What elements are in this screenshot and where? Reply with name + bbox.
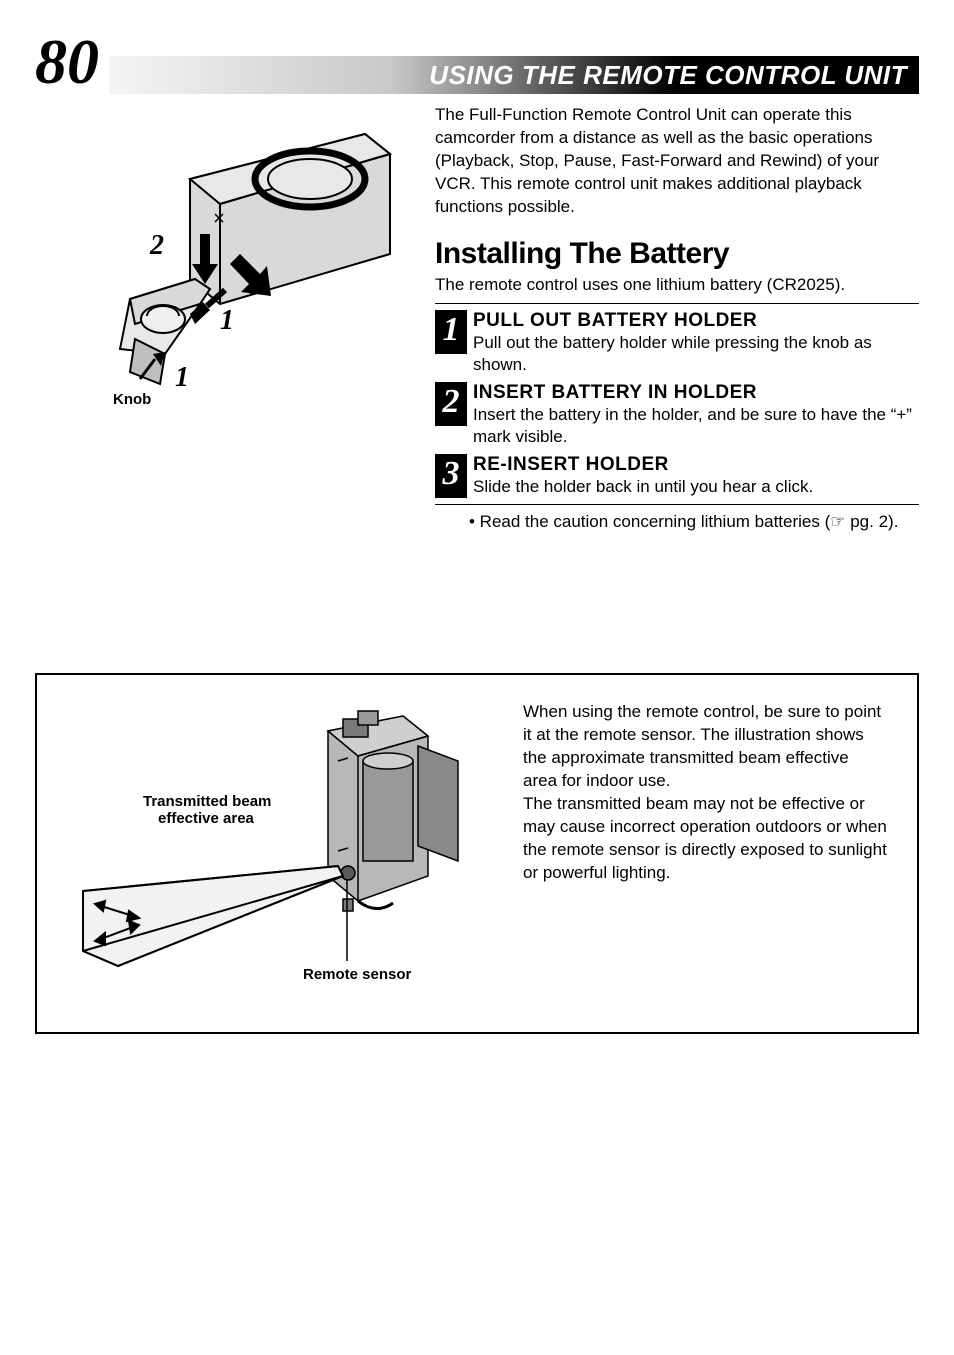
- diagram-num-1a: 1: [220, 305, 234, 336]
- beam-label-1: Transmitted beam: [143, 793, 271, 810]
- step-3-text: Slide the holder back in until you hear …: [473, 476, 919, 498]
- section-subtext: The remote control uses one lithium batt…: [435, 275, 919, 295]
- page-title: USING THE REMOTE CONTROL UNIT: [429, 60, 907, 91]
- step-3-number: 3: [435, 454, 467, 498]
- title-bar: USING THE REMOTE CONTROL UNIT: [109, 56, 919, 94]
- lower-text: When using the remote control, be sure t…: [523, 701, 887, 1006]
- diagram-num-3: 3: [249, 270, 264, 301]
- diagram-num-1b: 1: [175, 362, 189, 393]
- step-1-number: 1: [435, 310, 467, 354]
- beam-label-2: effective area: [158, 810, 255, 827]
- lower-box: Transmitted beam effective area Remote s…: [35, 673, 919, 1034]
- step-1-title: PULL OUT BATTERY HOLDER: [473, 310, 919, 332]
- beam-diagram: Transmitted beam effective area Remote s…: [63, 701, 493, 1006]
- step-2-text: Insert the battery in the holder, and be…: [473, 404, 919, 448]
- lower-text-content: When using the remote control, be sure t…: [523, 702, 887, 882]
- battery-diagram: 2 3 1 1 Knob: [35, 104, 415, 414]
- rule-top: [435, 303, 919, 304]
- top-section: 2 3 1 1 Knob The Full-Function Remote Co…: [35, 104, 919, 533]
- intro-text: The Full-Function Remote Control Unit ca…: [435, 104, 919, 219]
- diagram-knob-label: Knob: [113, 391, 151, 408]
- step-3-title: RE-INSERT HOLDER: [473, 454, 919, 476]
- step-2: 2 INSERT BATTERY IN HOLDER Insert the ba…: [435, 382, 919, 448]
- step-3: 3 RE-INSERT HOLDER Slide the holder back…: [435, 454, 919, 498]
- step-1-text: Pull out the battery holder while pressi…: [473, 332, 919, 376]
- rule-thin: [435, 504, 919, 505]
- diagram-num-2: 2: [149, 230, 164, 261]
- caution-note: • Read the caution concerning lithium ba…: [435, 511, 919, 533]
- page-number: 80: [35, 30, 99, 94]
- step-2-number: 2: [435, 382, 467, 426]
- right-column: The Full-Function Remote Control Unit ca…: [435, 104, 919, 533]
- sensor-label: Remote sensor: [303, 966, 412, 983]
- section-heading: Installing The Battery: [435, 237, 919, 271]
- step-1: 1 PULL OUT BATTERY HOLDER Pull out the b…: [435, 310, 919, 376]
- page-header: 80 USING THE REMOTE CONTROL UNIT: [35, 30, 919, 94]
- step-2-title: INSERT BATTERY IN HOLDER: [473, 382, 919, 404]
